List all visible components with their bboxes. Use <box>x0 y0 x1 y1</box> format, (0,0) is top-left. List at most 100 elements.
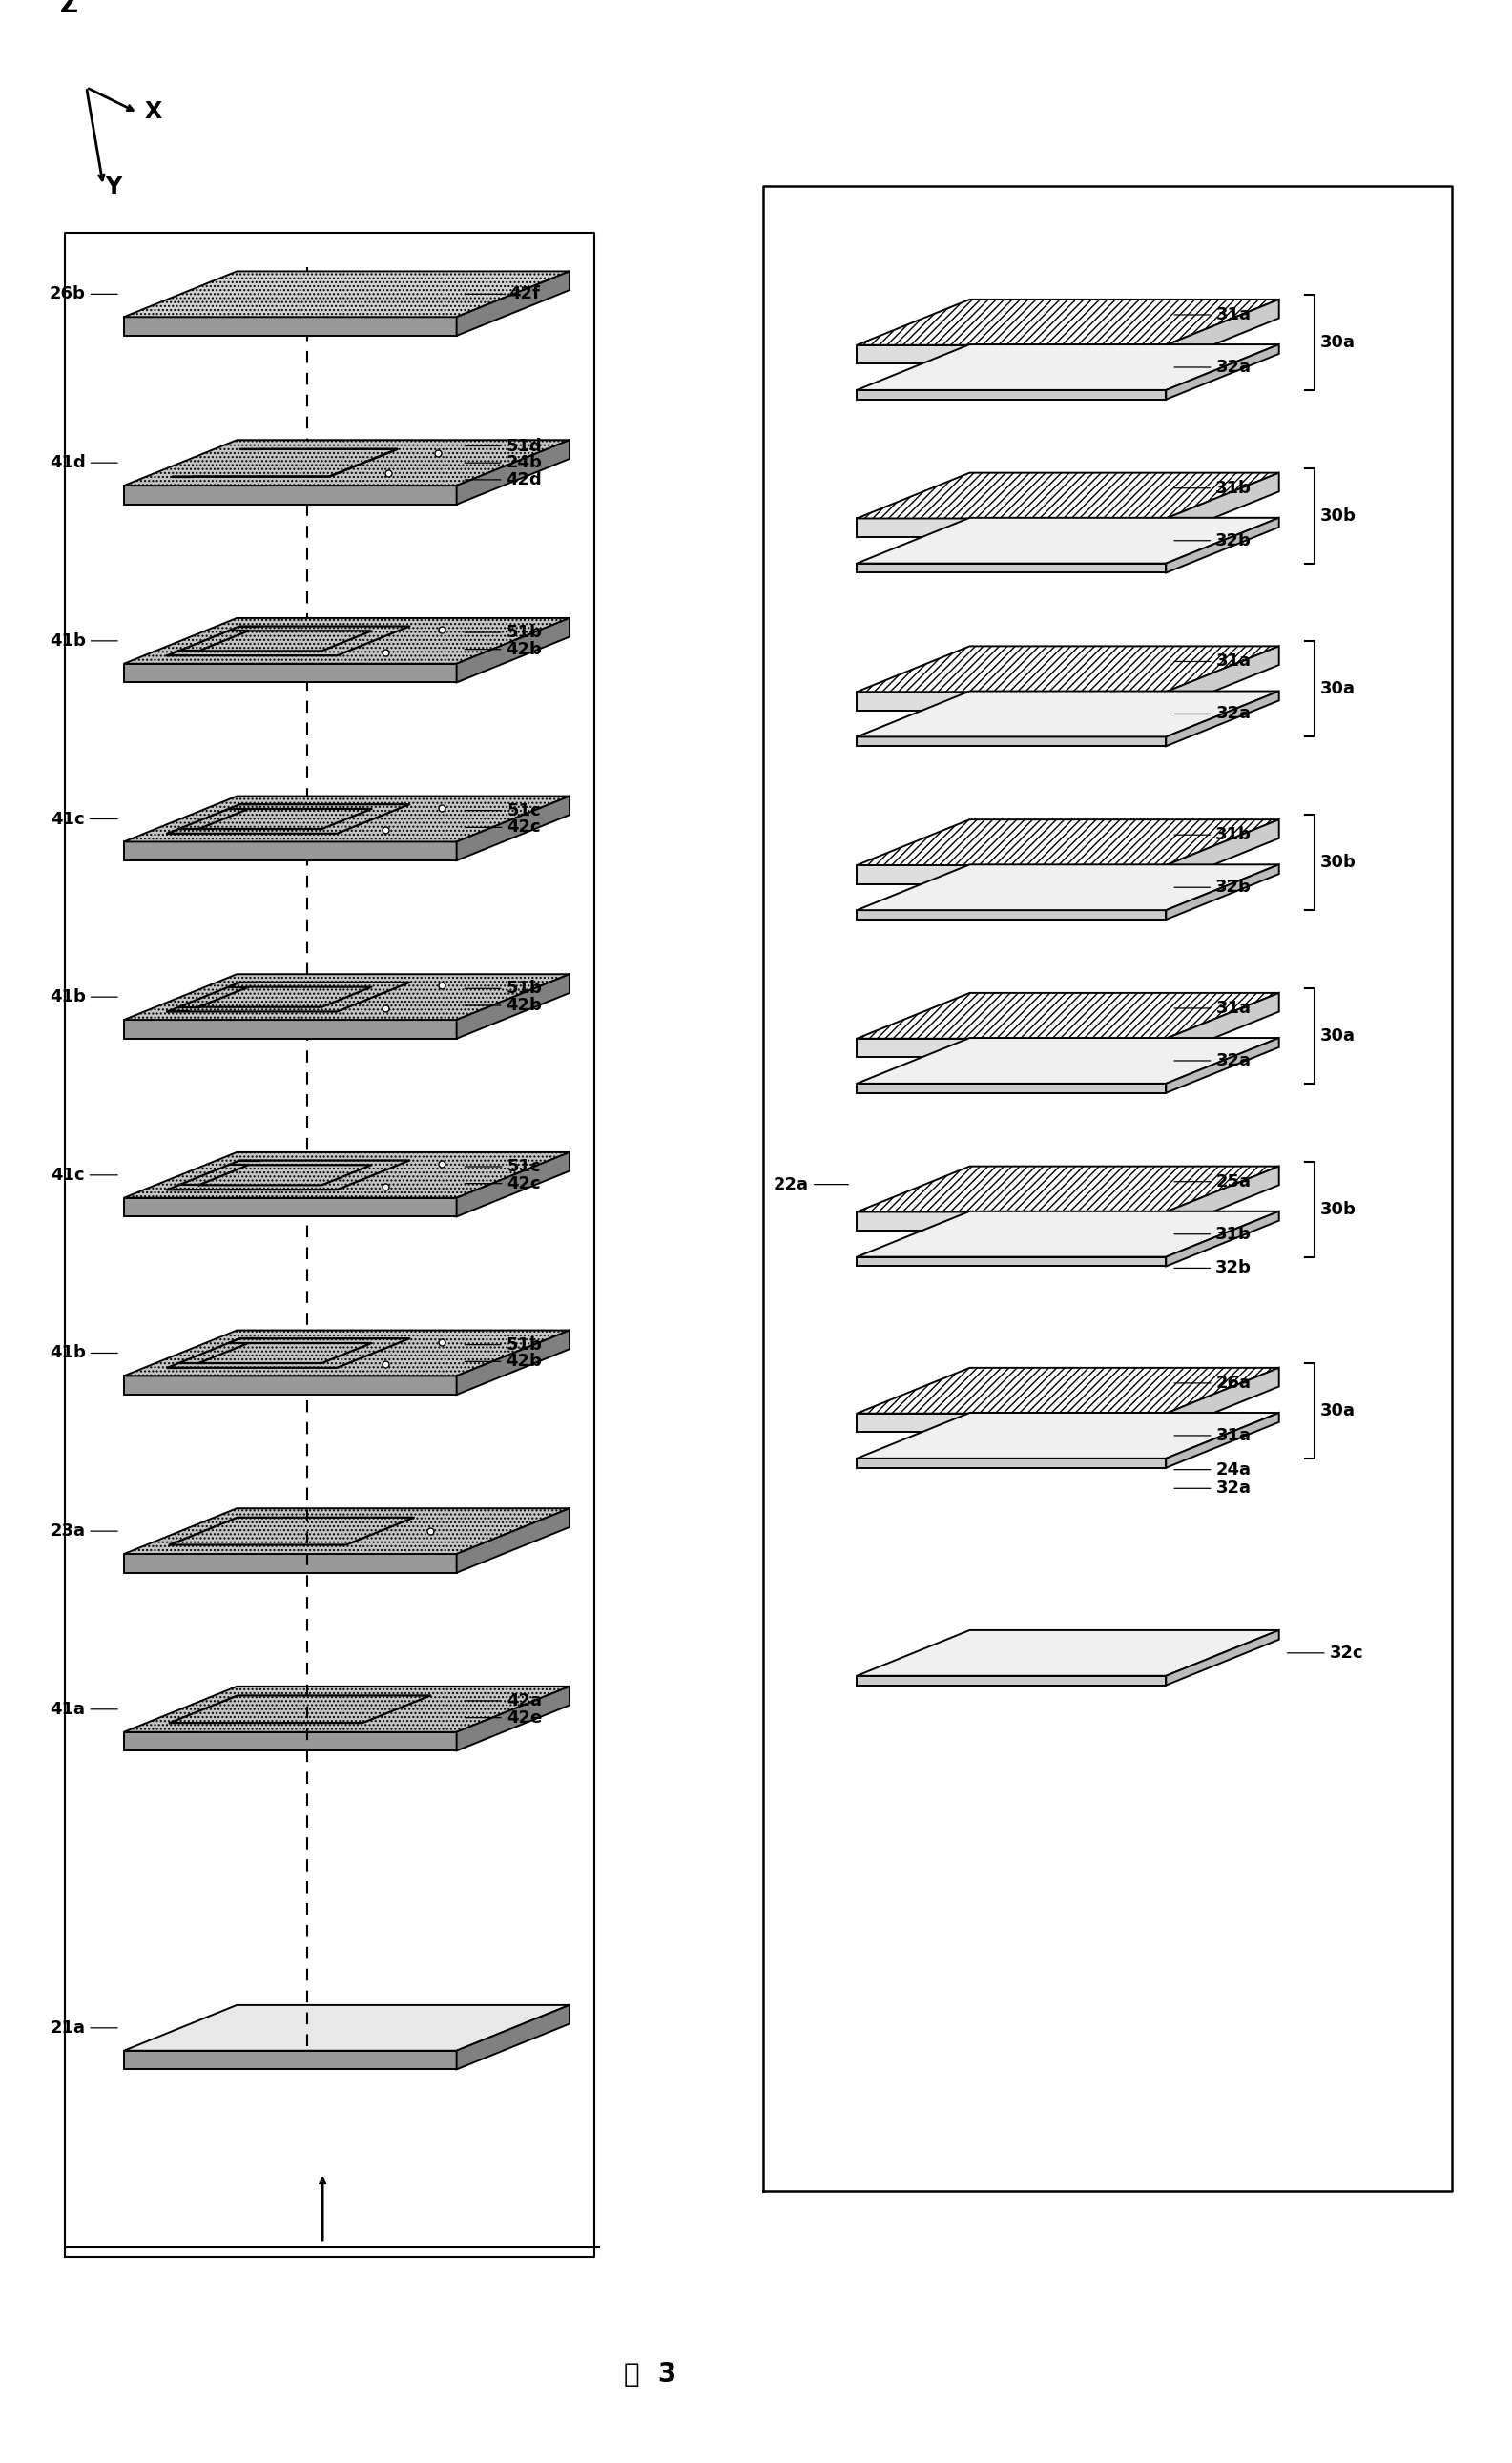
Text: 42f: 42f <box>464 286 540 303</box>
Polygon shape <box>1166 645 1279 709</box>
Polygon shape <box>124 796 570 842</box>
Polygon shape <box>124 2005 570 2052</box>
Text: Y: Y <box>106 175 121 197</box>
Polygon shape <box>1166 865 1279 919</box>
Text: 32a: 32a <box>1175 360 1250 377</box>
Text: 51d: 51d <box>464 438 543 456</box>
Text: 31a: 31a <box>1175 1426 1250 1443</box>
Polygon shape <box>124 485 457 505</box>
Polygon shape <box>124 1377 457 1394</box>
Text: 22a: 22a <box>774 1175 848 1192</box>
Text: 32a: 32a <box>1175 1052 1250 1069</box>
Text: 21a: 21a <box>50 2020 118 2037</box>
Text: 41c: 41c <box>51 810 118 828</box>
Polygon shape <box>124 1731 457 1751</box>
Text: 42b: 42b <box>464 998 543 1015</box>
Text: 41b: 41b <box>50 1345 118 1362</box>
Polygon shape <box>124 842 457 860</box>
Polygon shape <box>857 1458 1166 1468</box>
Text: 30b: 30b <box>1320 855 1356 872</box>
Polygon shape <box>1166 1367 1279 1431</box>
Polygon shape <box>1166 692 1279 746</box>
Polygon shape <box>857 1039 1166 1057</box>
Polygon shape <box>1166 473 1279 537</box>
Polygon shape <box>124 1197 457 1217</box>
Text: 41b: 41b <box>50 633 118 650</box>
Text: 42a: 42a <box>464 1692 541 1709</box>
Polygon shape <box>1166 517 1279 574</box>
Polygon shape <box>1166 345 1279 399</box>
Polygon shape <box>1166 1167 1279 1232</box>
Polygon shape <box>457 441 570 505</box>
Polygon shape <box>1166 300 1279 365</box>
Polygon shape <box>1166 820 1279 884</box>
Polygon shape <box>857 1084 1166 1094</box>
Polygon shape <box>857 1212 1279 1256</box>
Polygon shape <box>1166 1631 1279 1685</box>
Polygon shape <box>124 2052 457 2069</box>
Text: 32a: 32a <box>1175 704 1250 722</box>
Polygon shape <box>857 517 1279 564</box>
Text: 51b: 51b <box>464 980 543 998</box>
Polygon shape <box>457 1687 570 1751</box>
Polygon shape <box>857 517 1166 537</box>
Text: 41c: 41c <box>51 1167 118 1185</box>
Text: X: X <box>145 101 162 123</box>
Text: 42b: 42b <box>464 640 543 658</box>
Polygon shape <box>457 1507 570 1574</box>
Text: 42c: 42c <box>464 1175 541 1192</box>
Polygon shape <box>124 1153 570 1197</box>
Polygon shape <box>457 1330 570 1394</box>
Polygon shape <box>857 564 1166 574</box>
Polygon shape <box>1166 1037 1279 1094</box>
Text: 23a: 23a <box>50 1522 118 1539</box>
Text: 24a: 24a <box>1175 1461 1250 1478</box>
Text: 51b: 51b <box>464 1335 543 1352</box>
Text: 26a: 26a <box>1175 1374 1250 1392</box>
Polygon shape <box>857 1414 1279 1458</box>
Text: 32b: 32b <box>1175 532 1252 549</box>
Polygon shape <box>124 975 570 1020</box>
Text: 26b: 26b <box>50 286 118 303</box>
Polygon shape <box>124 318 457 335</box>
Text: 30a: 30a <box>1320 1401 1355 1419</box>
Text: 31a: 31a <box>1175 653 1250 670</box>
Polygon shape <box>857 1367 1279 1414</box>
Text: 42d: 42d <box>464 470 543 488</box>
Text: 41b: 41b <box>50 988 118 1005</box>
Polygon shape <box>857 865 1166 884</box>
Polygon shape <box>124 663 457 682</box>
Text: 30b: 30b <box>1320 507 1356 525</box>
Text: 51c: 51c <box>464 803 541 820</box>
Text: 31a: 31a <box>1175 305 1250 323</box>
Text: 32b: 32b <box>1175 1259 1252 1276</box>
Polygon shape <box>857 1037 1279 1084</box>
Polygon shape <box>857 300 1279 345</box>
Text: 51b: 51b <box>464 623 543 640</box>
Text: 30a: 30a <box>1320 1027 1355 1044</box>
Polygon shape <box>857 692 1279 736</box>
Text: 24b: 24b <box>464 453 543 470</box>
Polygon shape <box>857 1256 1166 1266</box>
Text: 42b: 42b <box>464 1352 543 1369</box>
Polygon shape <box>857 473 1279 517</box>
Polygon shape <box>857 692 1166 709</box>
Text: 42e: 42e <box>464 1709 541 1727</box>
Polygon shape <box>857 820 1279 865</box>
Text: 51c: 51c <box>464 1158 541 1175</box>
Polygon shape <box>1166 1414 1279 1468</box>
Polygon shape <box>857 993 1279 1039</box>
Polygon shape <box>124 1507 570 1554</box>
Text: 32c: 32c <box>1287 1645 1364 1663</box>
Text: 25a: 25a <box>1175 1172 1250 1190</box>
Polygon shape <box>857 865 1279 911</box>
Polygon shape <box>124 618 570 663</box>
Polygon shape <box>457 1153 570 1217</box>
Polygon shape <box>857 1414 1166 1431</box>
Text: 30a: 30a <box>1320 680 1355 697</box>
Polygon shape <box>857 389 1166 399</box>
Polygon shape <box>857 645 1279 692</box>
Polygon shape <box>857 345 1166 365</box>
Polygon shape <box>457 271 570 335</box>
Polygon shape <box>457 618 570 682</box>
